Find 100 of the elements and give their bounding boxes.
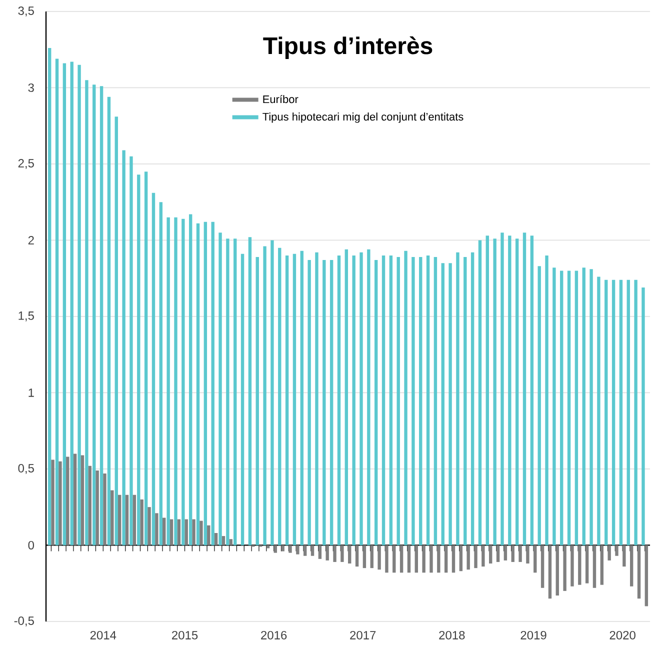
bar [281,545,284,552]
bar [192,519,196,546]
bar [644,545,648,606]
x-tick-label: 2015 [172,630,198,640]
bar [582,268,586,546]
bar [85,80,88,546]
bar [482,545,485,567]
x-tick-label: 2019 [520,630,546,640]
bar [642,287,645,546]
bar [634,280,638,546]
bar [66,456,70,546]
bar [496,545,500,562]
bar [585,545,589,584]
bar [352,255,356,546]
bar [404,250,408,546]
bar [355,545,359,567]
bar [518,545,522,562]
y-tick-label: 3 [28,83,34,92]
bar [96,470,99,546]
bar [155,513,158,546]
bar [248,237,252,546]
bar [608,545,611,560]
bar [478,240,482,546]
legend-label: Tipus hipotecari mig del conjunt d’entitats [262,112,464,123]
bar [407,545,411,573]
bar [125,494,129,546]
bar [590,269,593,546]
bar [322,260,326,546]
bar [200,520,203,546]
y-tick-label: 1,5 [18,312,34,322]
bar [526,545,530,564]
bar [622,545,626,567]
bar [515,238,519,546]
y-tick-label: 3,5 [18,6,34,16]
bar [103,474,106,546]
bar [100,86,104,546]
bar [426,255,430,546]
bar [188,214,192,546]
bar [303,545,307,556]
bar [389,255,393,546]
bar [274,545,278,553]
bar [226,238,230,546]
bar [486,236,489,546]
bar [508,236,512,546]
bar [318,545,322,559]
y-tick-label: 2,5 [18,158,34,169]
bar [567,270,571,546]
bar [310,545,314,556]
bar [441,263,444,546]
bar [130,156,133,546]
bar [348,545,352,564]
bar [240,254,244,546]
bar [378,545,381,570]
bar [560,270,564,546]
bar [570,545,574,586]
bar [207,525,210,546]
bar [489,545,492,564]
bar [263,246,266,546]
bar [470,252,474,546]
bar [396,256,400,546]
bar [362,545,366,568]
bar [392,545,396,573]
bar [556,545,559,596]
bar [637,545,641,599]
bar [315,252,318,546]
bar [48,48,52,546]
bar [278,248,282,546]
bar [288,545,292,553]
bar [132,494,136,546]
bar [344,249,348,546]
bar [600,545,604,585]
bar [612,280,616,546]
legend-label: Euríbor [263,94,298,104]
bar [360,252,363,546]
bar [538,266,541,546]
bar [615,545,618,556]
bar [73,454,77,546]
x-tick-label: 2017 [350,630,376,640]
x-tick-label: 2018 [439,630,465,640]
bar [122,150,126,546]
bar [530,236,534,546]
bar [148,507,151,546]
bar [92,84,96,546]
bar [382,255,386,546]
bar [493,238,496,546]
bar [464,256,467,546]
bar [500,232,504,546]
y-tick-label: 0,5 [18,464,34,474]
bar [166,217,170,546]
y-tick-label: -0,5 [14,616,34,626]
bar [110,490,114,546]
bar [459,545,463,572]
x-tick-label: 2016 [261,630,287,640]
bar [114,116,118,546]
bar [285,255,289,546]
bar [367,249,370,546]
bar [218,232,222,546]
bar [78,64,81,546]
x-tick-label: 2014 [90,630,116,640]
bar [229,539,232,546]
